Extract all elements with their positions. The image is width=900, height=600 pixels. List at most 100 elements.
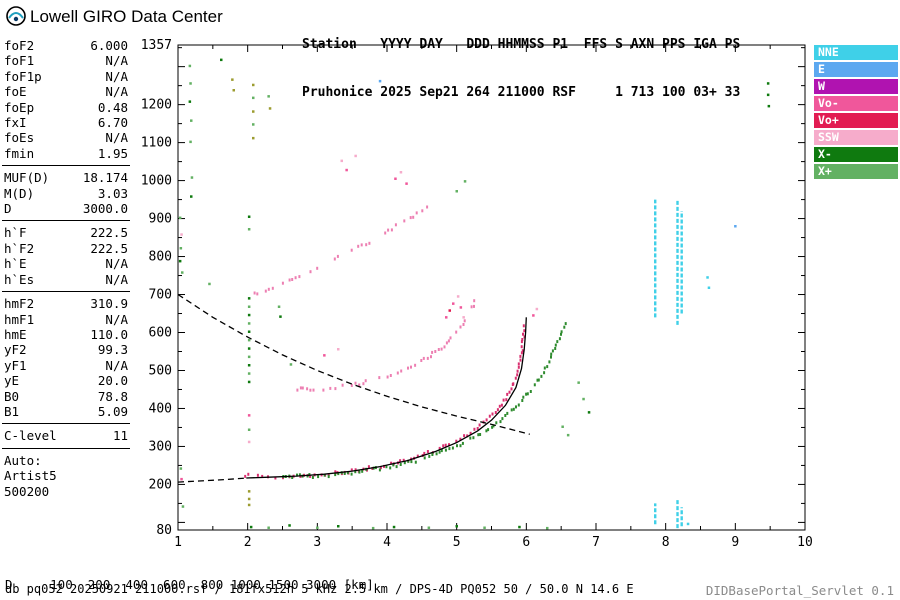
parameter-panel: foF2 6.000 foF1 N/A foF1p N/A foE N/A foEp 0.48 fx… <box>2 38 130 499</box>
param-row: foF1p N/A <box>2 69 130 84</box>
param-value: 6.70 <box>97 115 128 131</box>
param-row: h`Es N/A <box>2 272 130 287</box>
param-row: foF1 N/A <box>2 53 130 68</box>
legend-item-w: W <box>814 79 898 94</box>
svg-text:1: 1 <box>174 535 182 550</box>
legend-item-vo: Vo+ <box>814 113 898 128</box>
echo-direction-legend: NNE E W Vo- Vo+ SSW X- X+ <box>814 45 898 181</box>
param-label: MUF(D) <box>4 170 50 186</box>
param-value: N/A <box>105 357 128 373</box>
svg-text:4: 4 <box>383 535 391 550</box>
param-value: 0.48 <box>97 99 128 115</box>
param-row: B0 78.8 <box>2 389 130 404</box>
param-label: yF1 <box>4 357 27 373</box>
param-value: 222.5 <box>90 225 128 241</box>
divider <box>2 447 130 449</box>
param-row: foE N/A <box>2 84 130 99</box>
param-value: 78.8 <box>97 388 128 404</box>
svg-text:400: 400 <box>149 401 172 416</box>
param-row: foF2 6.000 <box>2 38 130 53</box>
param-row: hmE 110.0 <box>2 327 130 342</box>
param-row: foEp 0.48 <box>2 100 130 115</box>
svg-text:9: 9 <box>731 535 739 550</box>
auto-scaler-line: Artist5 <box>4 468 57 484</box>
param-row: M(D) 3.03 <box>2 186 130 201</box>
param-row: B1 5.09 <box>2 404 130 419</box>
param-row: h`F 222.5 <box>2 225 130 240</box>
svg-text:1100: 1100 <box>141 136 172 151</box>
param-label: h`Es <box>4 271 35 287</box>
legend-item-x: X- <box>814 147 898 162</box>
param-value: 99.3 <box>97 342 128 358</box>
station-header-line2: Pruhonice 2025 Sep21 264 211000 RSF 1 71… <box>302 85 741 100</box>
lowell-giro-logo <box>6 6 26 26</box>
record-info: db pq052 20250921 211000.rsf / 181fx512h… <box>5 582 634 596</box>
param-label: yF2 <box>4 342 27 358</box>
svg-text:1200: 1200 <box>141 98 172 113</box>
svg-text:10: 10 <box>797 535 813 550</box>
param-row: MUF(D) 18.174 <box>2 170 130 185</box>
param-label: foEp <box>4 99 35 115</box>
param-label: foF2 <box>4 38 35 53</box>
svg-text:900: 900 <box>149 212 172 227</box>
param-row: foEs N/A <box>2 130 130 145</box>
param-value: N/A <box>105 68 128 84</box>
param-value: 1.95 <box>97 145 128 161</box>
param-label: hmE <box>4 326 27 342</box>
param-value: 6.000 <box>90 38 128 53</box>
param-label: foF1 <box>4 53 35 69</box>
divider <box>2 220 130 222</box>
svg-text:600: 600 <box>149 326 172 341</box>
param-value: N/A <box>105 84 128 100</box>
param-row: yE 20.0 <box>2 373 130 388</box>
svg-text:500: 500 <box>149 363 172 378</box>
svg-text:300: 300 <box>149 439 172 454</box>
param-value: 3000.0 <box>82 201 128 217</box>
param-label: D <box>4 201 12 217</box>
svg-text:5: 5 <box>453 535 461 550</box>
svg-text:80: 80 <box>156 523 172 538</box>
svg-text:3: 3 <box>313 535 321 550</box>
param-value: 20.0 <box>97 373 128 389</box>
param-label: M(D) <box>4 185 35 201</box>
param-value: 18.174 <box>82 170 128 186</box>
svg-text:1357: 1357 <box>141 38 172 53</box>
param-value: 5.09 <box>97 403 128 419</box>
param-value: 310.9 <box>90 296 128 312</box>
param-label: h`E <box>4 256 27 272</box>
d-row: D 100 200 400 600 800 1000 1500 3000 [km… <box>5 577 374 592</box>
legend-item-nne: NNE <box>814 45 898 60</box>
param-label: C-level <box>4 428 57 444</box>
auto-scaler-line: Auto: <box>4 452 42 468</box>
param-value: N/A <box>105 130 128 146</box>
svg-text:1000: 1000 <box>141 174 172 189</box>
svg-text:7: 7 <box>592 535 600 550</box>
param-label: yE <box>4 373 20 389</box>
param-value: 110.0 <box>90 326 128 342</box>
svg-text:6: 6 <box>522 535 530 550</box>
param-value: N/A <box>105 53 128 69</box>
param-label: foE <box>4 84 27 100</box>
param-row: C-level 11 <box>2 428 130 443</box>
param-row: D 3000.0 <box>2 201 130 216</box>
param-label: fmin <box>4 145 35 161</box>
param-label: B0 <box>4 388 20 404</box>
param-value: N/A <box>105 256 128 272</box>
param-row: fxI 6.70 <box>2 115 130 130</box>
brand-title: Lowell GIRO Data Center <box>30 7 223 26</box>
param-label: hmF2 <box>4 296 35 312</box>
legend-item-vo: Vo- <box>814 96 898 111</box>
servlet-version: DIDBasePortal_Servlet 0.1 <box>705 583 894 598</box>
param-value: N/A <box>105 311 128 327</box>
param-label: hmF1 <box>4 311 35 327</box>
param-value: N/A <box>105 271 128 287</box>
param-row: h`E N/A <box>2 256 130 271</box>
param-label: h`F2 <box>4 240 35 256</box>
svg-text:700: 700 <box>149 288 172 303</box>
param-label: foEs <box>4 130 35 146</box>
muf-distance-table: D 100 200 400 600 800 1000 1500 3000 [km… <box>5 549 381 600</box>
param-label: foF1p <box>4 68 42 84</box>
param-row: h`F2 222.5 <box>2 241 130 256</box>
